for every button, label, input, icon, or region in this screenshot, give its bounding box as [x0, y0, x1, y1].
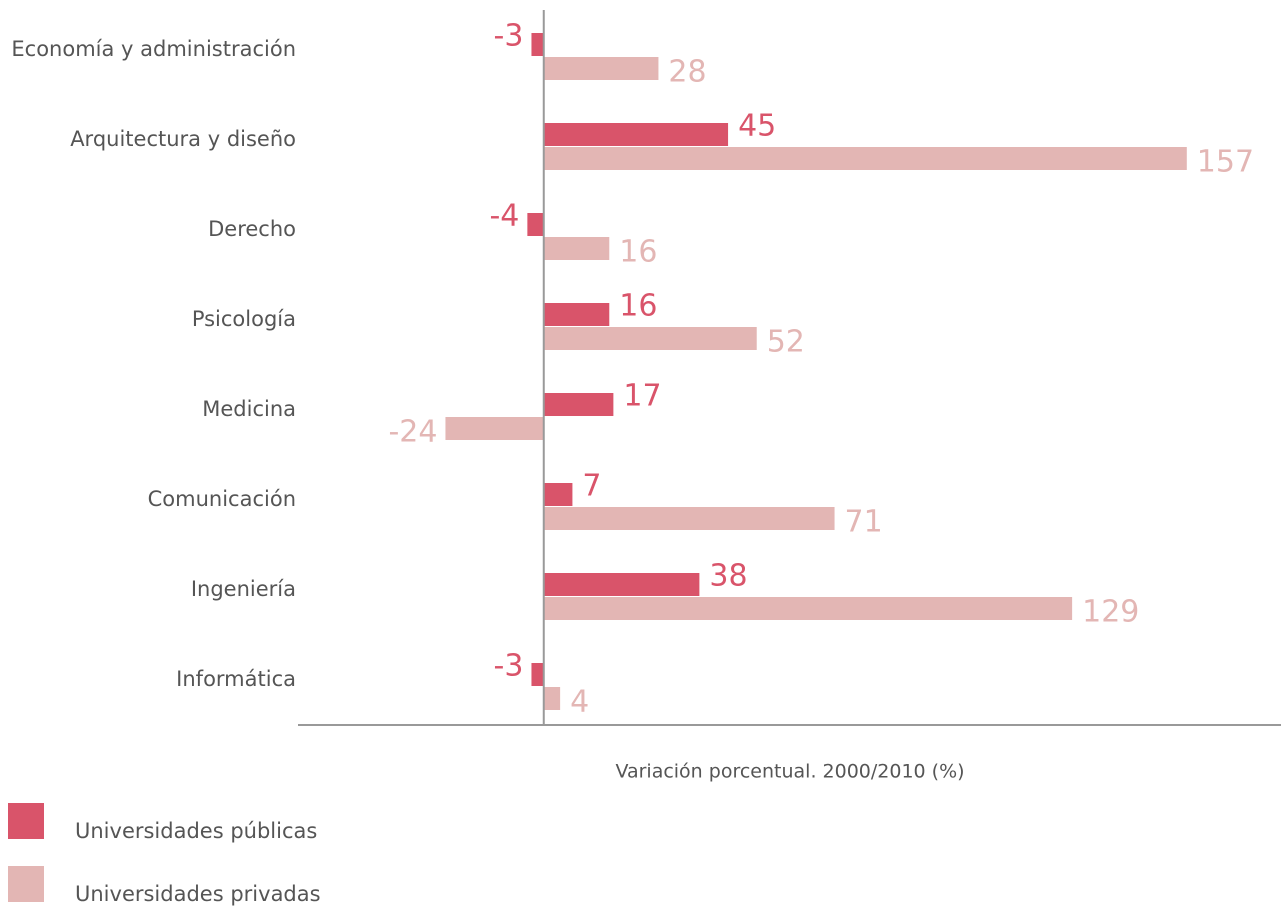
y-tick-label: Ingeniería: [191, 577, 296, 601]
y-tick-label: Comunicación: [148, 487, 296, 511]
bar: [543, 507, 835, 530]
data-label: -3: [494, 649, 524, 684]
data-label: 71: [845, 505, 883, 540]
bar: [543, 483, 573, 506]
data-label: 4: [570, 685, 589, 720]
data-label: -24: [388, 415, 437, 450]
data-label: 16: [619, 289, 657, 324]
data-label: 38: [709, 559, 747, 594]
y-tick-label: Medicina: [202, 397, 296, 421]
data-label: 52: [767, 325, 805, 360]
bar: [531, 33, 544, 56]
data-label: 45: [738, 109, 776, 144]
data-label: 7: [582, 469, 601, 504]
y-tick-label: Informática: [176, 667, 296, 691]
bar: [543, 303, 610, 326]
data-label: -3: [494, 19, 524, 54]
legend-label: Universidades públicas: [75, 819, 317, 843]
bar: [543, 687, 561, 710]
legend-swatch: [8, 866, 44, 902]
data-label: 129: [1082, 595, 1139, 630]
y-tick-label: Arquitectura y diseño: [70, 127, 296, 151]
bar: [543, 597, 1073, 620]
legend-swatch: [8, 803, 44, 839]
data-label: 157: [1197, 145, 1254, 180]
bar: [543, 57, 659, 80]
bar: [543, 327, 757, 350]
legend-label: Universidades privadas: [75, 882, 321, 906]
y-tick-label: Psicología: [192, 307, 296, 331]
y-tick-label: Derecho: [208, 217, 296, 241]
x-axis-label: Variación porcentual. 2000/2010 (%): [615, 761, 964, 783]
bar: [543, 147, 1187, 170]
bar: [445, 417, 544, 440]
bar: [543, 393, 614, 416]
bar: [531, 663, 544, 686]
bar: [543, 573, 700, 596]
y-tick-label: Economía y administración: [11, 37, 296, 61]
data-label: 28: [668, 55, 706, 90]
bar: [543, 237, 610, 260]
data-label: 17: [623, 379, 661, 414]
bar: [543, 123, 729, 146]
data-label: -4: [489, 199, 519, 234]
bar: [527, 213, 544, 236]
data-label: 16: [619, 235, 657, 270]
